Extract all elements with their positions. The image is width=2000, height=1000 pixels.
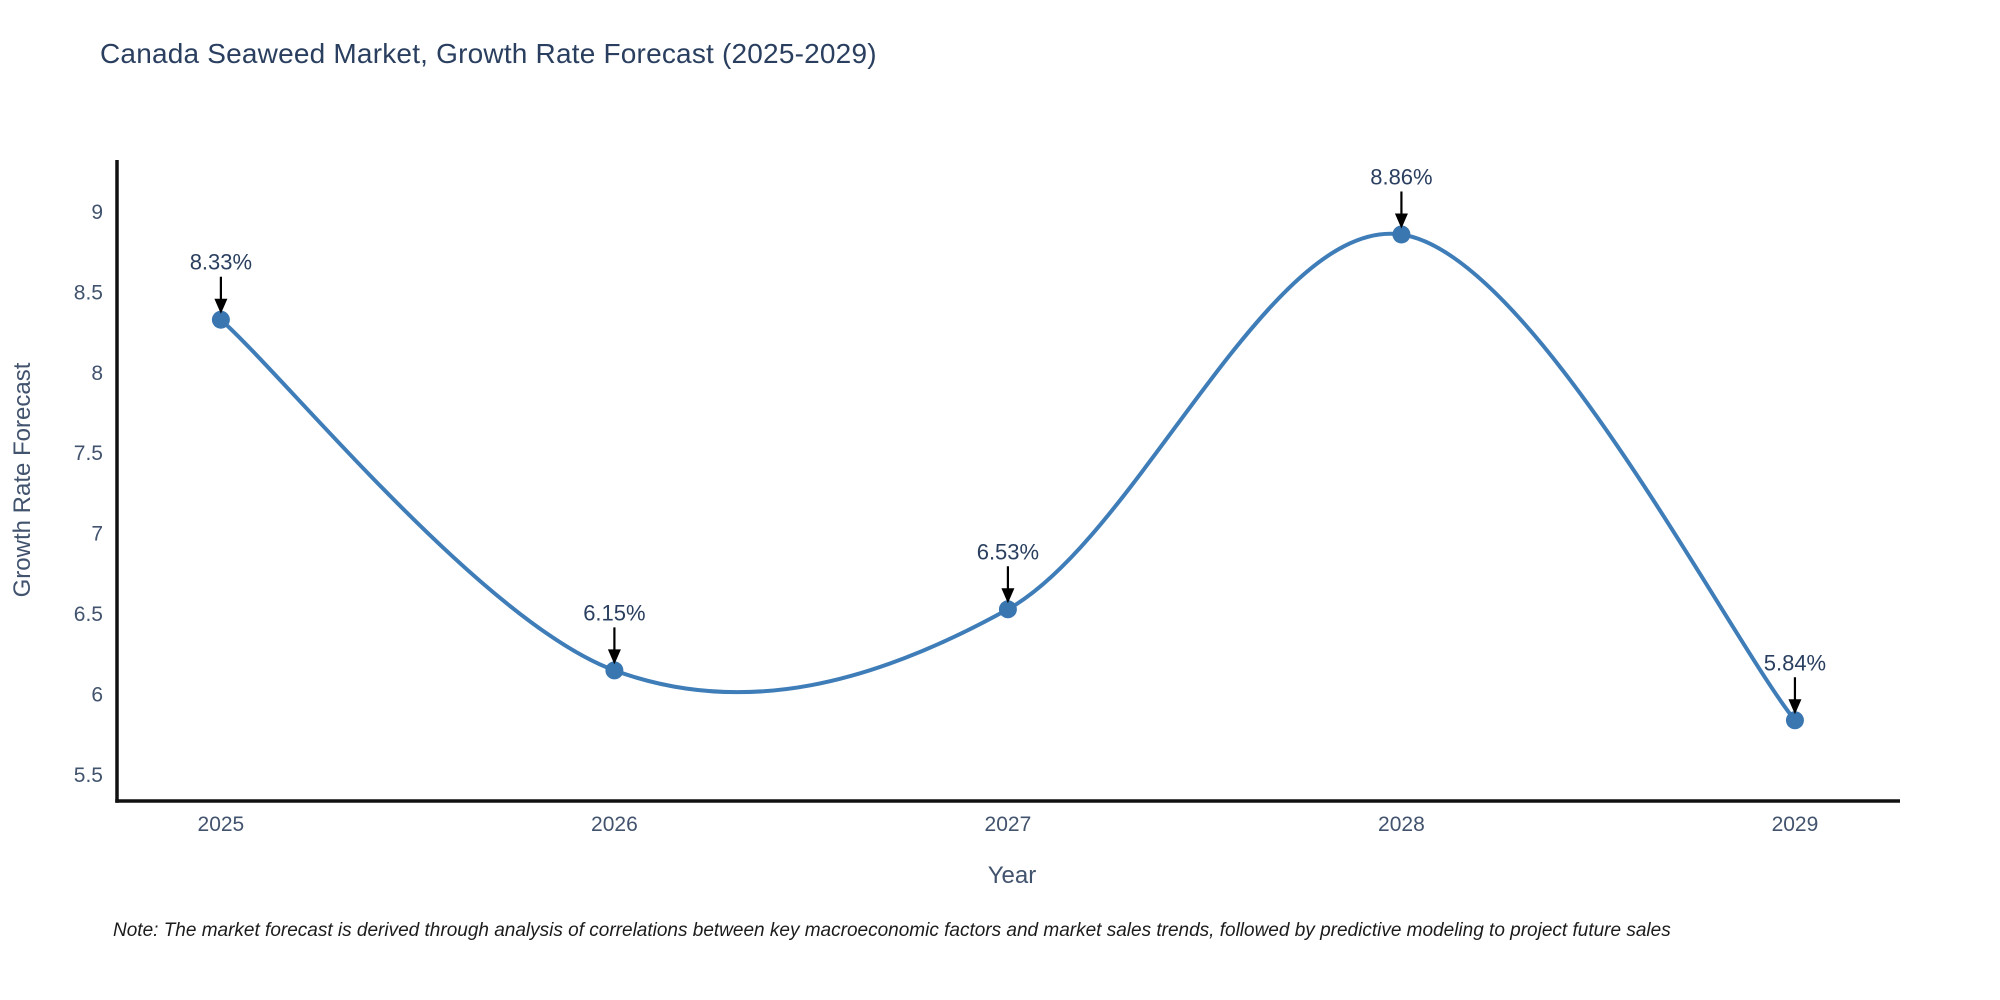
x-tick-label: 2028 xyxy=(1378,813,1425,836)
y-tick-label: 6 xyxy=(91,684,103,707)
y-tick-label: 8.5 xyxy=(74,281,103,304)
axes xyxy=(115,160,1900,803)
chart-title: Canada Seaweed Market, Growth Rate Forec… xyxy=(100,38,877,69)
point-value-label: 8.86% xyxy=(1370,164,1432,189)
point-value-label: 6.15% xyxy=(583,600,645,625)
annotation-arrowhead-icon xyxy=(1788,699,1802,715)
x-tick-label: 2027 xyxy=(985,813,1032,836)
tick-labels: 5.5 6 6.5 7 7.5 8 8.5 9 2025 2026 2027 2028 2029 xyxy=(74,201,1818,836)
point-value-label: 8.33% xyxy=(190,250,252,275)
data-point-marker xyxy=(211,310,230,329)
x-tick-label: 2029 xyxy=(1772,813,1819,836)
series-line xyxy=(218,231,1797,723)
series-layer xyxy=(211,225,1804,730)
data-point-marker xyxy=(1392,225,1411,244)
data-point-marker xyxy=(605,661,624,680)
annotation-arrowhead-icon xyxy=(1394,213,1408,229)
x-tick-label: 2026 xyxy=(591,813,638,836)
y-tick-label: 7 xyxy=(91,523,103,546)
annotation-arrowhead-icon xyxy=(1001,588,1015,604)
point-annotations: 8.33% 6.15% 6.53% 8.86% 5.84% xyxy=(190,164,1826,715)
x-tick-label: 2025 xyxy=(198,813,245,836)
y-tick-label: 9 xyxy=(91,201,103,224)
x-axis-title: Year xyxy=(988,862,1037,889)
data-point-marker xyxy=(1785,711,1804,730)
y-tick-label: 8 xyxy=(91,362,103,385)
y-tick-label: 6.5 xyxy=(74,603,103,626)
y-tick-label: 7.5 xyxy=(74,442,103,465)
annotation-arrowhead-icon xyxy=(607,649,621,665)
data-point-marker xyxy=(998,600,1017,619)
footnote: Note: The market forecast is derived thr… xyxy=(113,920,1671,941)
annotation-arrowhead-icon xyxy=(214,298,228,314)
point-value-label: 6.53% xyxy=(977,539,1039,564)
y-axis-title: Growth Rate Forecast xyxy=(9,362,36,597)
y-tick-label: 5.5 xyxy=(74,764,103,787)
point-value-label: 5.84% xyxy=(1764,650,1826,675)
